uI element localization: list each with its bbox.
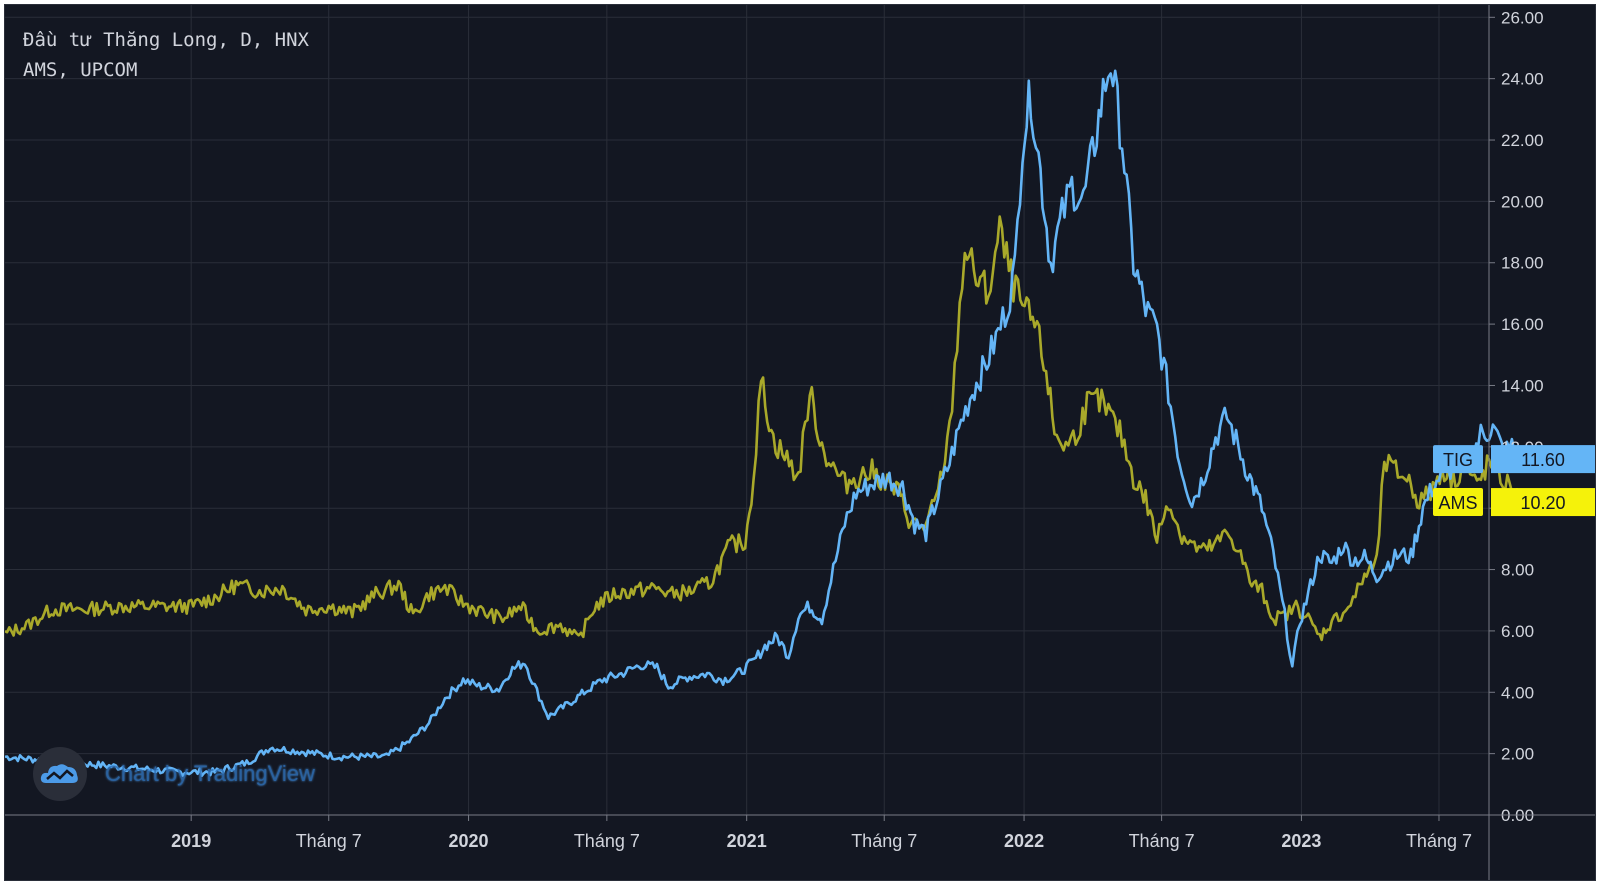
last-value-label: 10.20 [1520, 493, 1565, 513]
x-tick-label: Tháng 7 [1129, 831, 1195, 851]
tradingview-cloud-icon [33, 747, 87, 801]
watermark-text: Chart by TradingView [105, 761, 315, 786]
y-tick-label: 6.00 [1501, 622, 1534, 641]
grid-layer [5, 5, 1489, 816]
x-tick-label: 2021 [727, 831, 767, 851]
chart-frame: 0.002.004.006.008.0010.0012.0014.0016.00… [4, 4, 1596, 881]
series-name-label: AMS [1438, 493, 1477, 513]
legend-symbol-2[interactable]: AMS, UPCOM [23, 59, 138, 81]
y-tick-label: 8.00 [1501, 561, 1534, 580]
series-name-label: TIG [1443, 450, 1473, 470]
x-tick-label: 2020 [449, 831, 489, 851]
x-tick-label: Tháng 7 [1406, 831, 1472, 851]
tradingview-watermark[interactable]: Chart by TradingView [33, 747, 315, 801]
y-tick-label: 4.00 [1501, 683, 1534, 702]
last-value-label: 11.60 [1521, 450, 1565, 470]
y-tick-label: 2.00 [1501, 745, 1534, 764]
series-line-tig[interactable] [5, 69, 1521, 777]
x-tick-label: Tháng 7 [574, 831, 640, 851]
last-value-badge-ams [1491, 488, 1595, 517]
series-name-tag-ams [1433, 488, 1483, 517]
x-tick-label: Tháng 7 [296, 831, 362, 851]
chart-svg: 0.002.004.006.008.0010.0012.0014.0016.00… [5, 5, 1595, 880]
x-tick-label: Tháng 7 [851, 831, 917, 851]
last-value-badge-tig [1491, 445, 1595, 474]
x-tick-label: 2023 [1281, 831, 1321, 851]
legend-symbol-1[interactable]: Đầu tư Thăng Long, D, HNX [23, 29, 309, 51]
badge-layer: TIG 11.60 AMS 10.20 [1433, 445, 1595, 517]
y-tick-label: 16.00 [1501, 315, 1544, 334]
x-tick-label: 2019 [171, 831, 211, 851]
series-line-ams[interactable] [5, 215, 1521, 642]
x-tick-label: 2022 [1004, 831, 1044, 851]
y-tick-label: 18.00 [1501, 254, 1544, 273]
series-layer [5, 69, 1521, 777]
plot-background [5, 5, 1595, 880]
y-tick-label: 20.00 [1501, 192, 1544, 211]
y-tick-label: 26.00 [1501, 8, 1544, 27]
y-tick-label: 22.00 [1501, 131, 1544, 150]
y-tick-label: 24.00 [1501, 70, 1544, 89]
series-name-tag-tig [1433, 445, 1483, 474]
y-tick-label: 14.00 [1501, 376, 1544, 395]
